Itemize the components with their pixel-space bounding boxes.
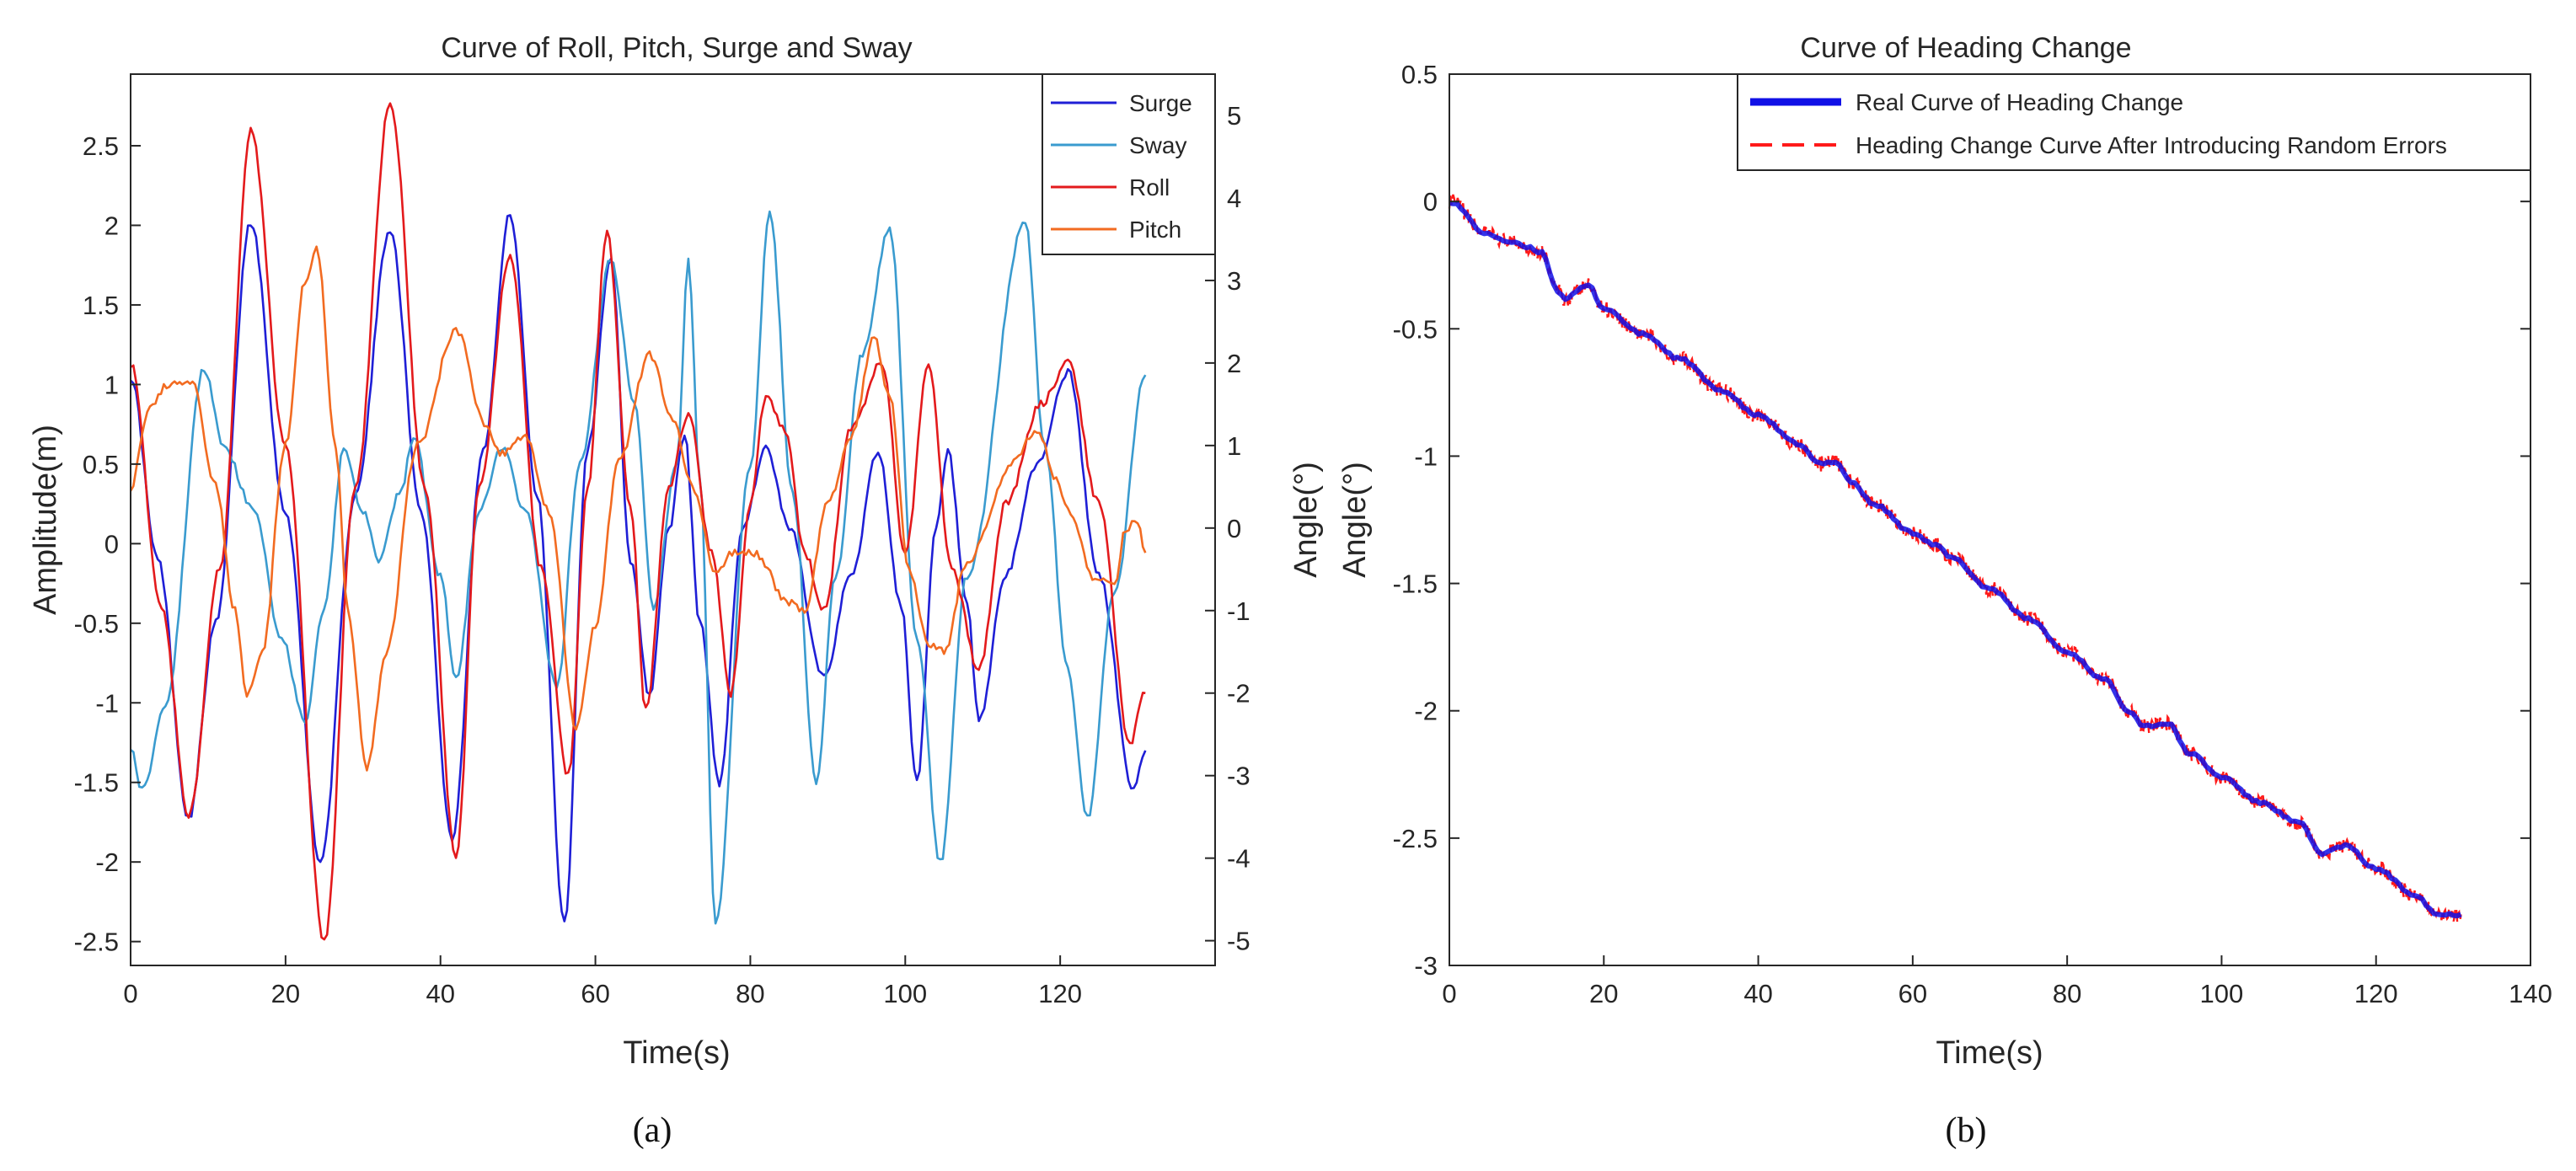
x-tick-label: 0 [1442,979,1456,1008]
x-tick-label: 40 [1743,979,1772,1008]
y-left-tick-label: -2.5 [74,928,119,957]
y-right-tick-label: 3 [1227,266,1241,296]
x-tick-label: 120 [2354,979,2398,1008]
y-right-tick-label: -1 [1227,596,1251,626]
y-right-tick-label: 1 [1227,431,1241,461]
panel-a-y-left-ticks: -2.5 -2 -1.5 -1 -0.5 0 0.5 1 1.5 2 2.5 [74,131,141,957]
y-right-tick-label: 4 [1227,184,1241,213]
panel-b-y-label: Angle(°) [1337,462,1373,578]
legend-label-real-curve: Real Curve of Heading Change [1856,89,2183,115]
panel-a-axes-box [130,73,1216,966]
x-tick-label: 60 [581,979,609,1008]
y-right-tick-label: 2 [1227,349,1241,378]
x-tick-label: 20 [271,979,300,1008]
legend-label-sway: Sway [1129,132,1186,158]
panel-b-x-ticks: 0 20 40 60 80 100 120 140 [1442,955,2552,1008]
panel-a-y-right-label: Angle(°) [1288,462,1324,578]
series-line-real-curve-of-heading-change [1449,201,2462,919]
y-left-tick-label: 2.5 [83,131,119,161]
y-right-tick-label: -2 [1227,679,1251,708]
panel-a-chart: Curve of Roll, Pitch, Surge and Sway 0 20… [28,32,1324,1150]
x-tick-label: 80 [736,979,764,1008]
y-tick-label: 0 [1423,187,1438,217]
y-tick-label: -2.5 [1393,824,1438,853]
y-left-tick-label: -2 [95,848,119,877]
panel-b-caption: (b) [1946,1111,1987,1150]
legend-label-pitch: Pitch [1129,217,1181,243]
panel-b-plot-area [1449,74,2530,965]
x-tick-label: 40 [426,979,454,1008]
y-right-tick-label: -3 [1227,762,1251,791]
x-tick-label: 100 [2200,979,2244,1008]
panel-a-legend: Surge Sway Roll Pitch [1042,73,1216,255]
y-tick-label: -1 [1414,441,1438,471]
y-left-tick-label: 0 [104,529,119,559]
panel-b-legend: Real Curve of Heading Change Heading Cha… [1737,73,2531,171]
y-left-tick-label: -1.5 [74,768,119,798]
y-tick-label: 0.5 [1401,60,1438,89]
panel-b-title: Curve of Heading Change [1800,32,2131,64]
y-left-tick-label: 1.5 [83,291,119,320]
y-left-tick-label: 0.5 [83,450,119,479]
panel-a-x-label: Time(s) [623,1035,730,1071]
panel-a-legend-box [1042,73,1216,255]
legend-label-roll: Roll [1129,174,1170,201]
panel-a-x-ticks: 0 20 40 60 80 100 120 [123,955,1082,1008]
y-right-tick-label: 5 [1227,101,1241,131]
y-left-tick-label: -0.5 [74,609,119,639]
x-tick-label: 20 [1589,979,1618,1008]
y-tick-label: -1.5 [1393,569,1438,599]
y-left-tick-label: 1 [104,370,119,399]
panel-b-legend-box [1737,73,2531,171]
y-left-tick-label: 2 [104,211,119,240]
x-tick-label: 100 [883,979,927,1008]
y-right-tick-label: -5 [1227,927,1251,956]
x-tick-label: 60 [1899,979,1927,1008]
panel-a-series [129,102,1147,941]
panel-a-title: Curve of Roll, Pitch, Surge and Sway [441,32,912,64]
x-tick-label: 0 [123,979,137,1008]
panel-a-caption: (a) [633,1111,672,1150]
panel-b-series [1448,194,2462,922]
panel-a-y-left-label: Amplitude(m) [28,425,63,615]
y-tick-label: -3 [1414,951,1438,981]
panel-a-y-right-ticks: -5 -4 -3 -2 -1 0 1 2 3 4 5 [1205,101,1251,956]
x-tick-label: 140 [2509,979,2552,1008]
x-tick-label: 120 [1038,979,1082,1008]
y-tick-label: -0.5 [1393,314,1438,344]
y-left-tick-label: -1 [95,688,119,718]
y-right-tick-label: 0 [1227,514,1241,543]
series-line-roll [130,102,1146,941]
panel-b-x-label: Time(s) [1936,1035,2043,1071]
legend-label-random-error-curve: Heading Change Curve After Introducing R… [1856,132,2447,158]
y-tick-label: -2 [1414,697,1438,726]
x-tick-label: 80 [2053,979,2081,1008]
series-line-pitch [129,245,1147,772]
series-line-sway [130,210,1147,925]
panel-b-chart: Curve of Heading Change 0 20 40 60 80 100 120 1… [1337,32,2552,1150]
y-right-tick-label: -4 [1227,844,1251,874]
legend-label-surge: Surge [1129,90,1192,116]
